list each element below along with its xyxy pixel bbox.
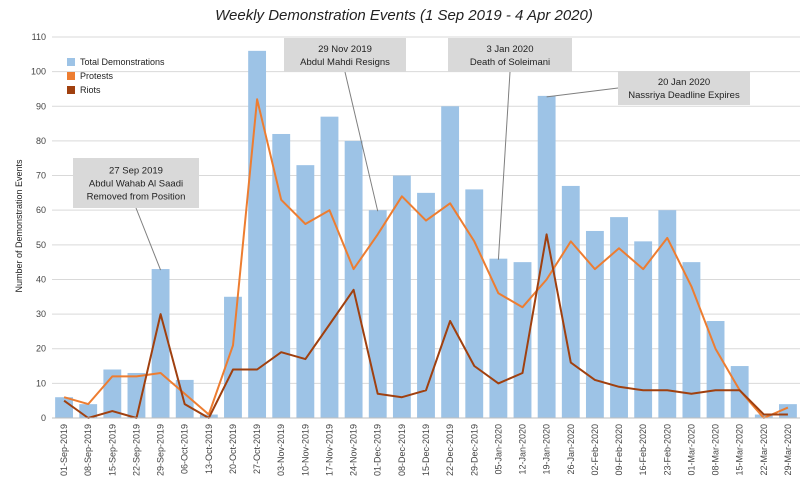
x-tick-label: 10-Nov-2019 bbox=[300, 424, 310, 476]
y-tick-label: 70 bbox=[36, 171, 46, 181]
y-tick-label: 80 bbox=[36, 136, 46, 146]
annotation-text: 29 Nov 2019 bbox=[318, 44, 372, 55]
x-tick-label: 22-Mar-2020 bbox=[759, 424, 769, 476]
x-tick-label: 02-Feb-2020 bbox=[590, 424, 600, 476]
bar-total-demonstrations bbox=[296, 165, 315, 418]
x-tick-label: 29-Dec-2019 bbox=[469, 424, 479, 476]
bar-total-demonstrations bbox=[320, 116, 339, 418]
y-tick-label: 90 bbox=[36, 101, 46, 111]
annotation-text: 20 Jan 2020 bbox=[658, 77, 710, 88]
bar-total-demonstrations bbox=[151, 269, 170, 418]
x-tick-label: 08-Mar-2020 bbox=[711, 424, 721, 476]
annotation-text: Nassriya Deadline Expires bbox=[628, 90, 740, 101]
x-tick-label: 17-Nov-2019 bbox=[324, 424, 334, 476]
x-tick-label: 26-Jan-2020 bbox=[566, 424, 576, 475]
y-tick-label: 100 bbox=[31, 67, 46, 77]
annotation-leader bbox=[546, 87, 619, 98]
y-tick-label: 50 bbox=[36, 240, 46, 250]
y-tick-label: 110 bbox=[32, 32, 46, 42]
annotation-text: Removed from Position bbox=[87, 192, 186, 203]
bar-total-demonstrations bbox=[441, 106, 460, 418]
annotation-text: Abdul Mahdi Resigns bbox=[300, 57, 390, 68]
legend-swatch bbox=[67, 86, 75, 94]
x-tick-label: 24-Nov-2019 bbox=[349, 424, 359, 476]
x-tick-label: 01-Sep-2019 bbox=[59, 424, 69, 476]
bar-total-demonstrations bbox=[344, 140, 363, 418]
x-tick-label: 27-Oct-2019 bbox=[252, 424, 262, 474]
annotation-box bbox=[618, 71, 750, 105]
legend: Total Demonstrations Protests Riots bbox=[67, 57, 165, 95]
x-tick-label: 06-Oct-2019 bbox=[180, 424, 190, 474]
annotation-text: 3 Jan 2020 bbox=[486, 44, 533, 55]
legend-swatch bbox=[67, 72, 75, 80]
annotation-box bbox=[448, 38, 572, 72]
x-tick-label: 08-Sep-2019 bbox=[83, 424, 93, 476]
y-tick-label: 60 bbox=[36, 205, 46, 215]
annotation-leader bbox=[497, 71, 511, 260]
bar-total-demonstrations bbox=[417, 192, 435, 418]
y-tick-label: 10 bbox=[36, 378, 46, 388]
bar-total-demonstrations bbox=[465, 189, 484, 418]
annotation-text: 27 Sep 2019 bbox=[109, 166, 163, 177]
bar-total-demonstrations bbox=[127, 372, 146, 418]
bar-total-demonstrations bbox=[392, 175, 411, 418]
x-tick-label: 08-Dec-2019 bbox=[397, 424, 407, 476]
bar-total-demonstrations bbox=[537, 95, 556, 418]
x-tick-label: 15-Dec-2019 bbox=[421, 424, 431, 476]
chart-title: Weekly Demonstration Events (1 Sep 2019 … bbox=[215, 7, 593, 24]
x-tick-label: 29-Sep-2019 bbox=[156, 424, 166, 476]
annotation-box bbox=[284, 38, 406, 72]
bar-total-demonstrations bbox=[224, 296, 242, 418]
y-tick-label: 30 bbox=[36, 309, 46, 319]
x-tick-label: 20-Oct-2019 bbox=[228, 424, 238, 474]
y-axis-label: Number of Demonstration Events bbox=[14, 159, 24, 293]
x-tick-label: 16-Feb-2020 bbox=[638, 424, 648, 476]
legend-swatch bbox=[67, 58, 75, 66]
bar-total-demonstrations bbox=[561, 185, 580, 418]
x-tick-label: 23-Feb-2020 bbox=[662, 424, 672, 476]
line-protests bbox=[63, 98, 789, 419]
axes: 0 10 20 30 40 50 60 70 80 90 100 110 01-Sep-2019 08-S… bbox=[31, 32, 800, 476]
x-tick-label: 01-Dec-2019 bbox=[373, 424, 383, 476]
annotations: 27 Sep 2019 Abdul Wahab Al Saadi Removed f… bbox=[73, 38, 750, 271]
bar-total-demonstrations bbox=[610, 217, 628, 418]
bar-total-demonstrations bbox=[658, 210, 677, 418]
bar-total-demonstrations bbox=[368, 210, 387, 418]
x-tick-label: 05-Jan-2020 bbox=[493, 424, 503, 475]
x-tick-label: 22-Sep-2019 bbox=[131, 424, 141, 476]
x-tick-label: 29-Mar-2020 bbox=[783, 424, 793, 476]
x-tick-label: 19-Jan-2020 bbox=[542, 424, 552, 475]
x-tick-label: 15-Sep-2019 bbox=[107, 424, 117, 476]
x-tick-label: 12-Jan-2020 bbox=[518, 424, 528, 475]
y-tick-label: 0 bbox=[41, 413, 46, 423]
annotation-leader bbox=[344, 71, 379, 212]
x-tick-label: 13-Oct-2019 bbox=[204, 424, 214, 474]
x-tick-label: 15-Mar-2020 bbox=[735, 424, 745, 476]
annotation-leader bbox=[135, 207, 162, 271]
legend-label: Protests bbox=[80, 71, 114, 81]
x-tick-label: 03-Nov-2019 bbox=[276, 424, 286, 476]
annotation-text: Abdul Wahab Al Saadi bbox=[89, 179, 183, 190]
legend-label: Riots bbox=[80, 85, 101, 95]
line-riots bbox=[63, 233, 788, 419]
bar-total-demonstrations bbox=[754, 414, 773, 418]
y-tick-label: 40 bbox=[36, 274, 46, 284]
bar-total-demonstrations bbox=[55, 397, 73, 418]
bar-total-demonstrations bbox=[585, 230, 604, 418]
x-tick-label: 09-Feb-2020 bbox=[614, 424, 624, 476]
bar-total-demonstrations bbox=[682, 262, 701, 418]
legend-label: Total Demonstrations bbox=[80, 57, 165, 67]
bar-total-demonstrations bbox=[730, 366, 749, 418]
x-tick-label: 01-Mar-2020 bbox=[686, 424, 696, 476]
x-tick-label: 22-Dec-2019 bbox=[445, 424, 455, 476]
y-tick-label: 20 bbox=[36, 344, 46, 354]
bar-total-demonstrations bbox=[706, 321, 725, 418]
bar-total-demonstrations bbox=[634, 241, 653, 418]
series-lines bbox=[63, 98, 789, 419]
bar-total-demonstrations bbox=[489, 258, 508, 418]
annotation-text: Death of Soleimani bbox=[470, 57, 550, 68]
annotation-box bbox=[73, 158, 199, 208]
